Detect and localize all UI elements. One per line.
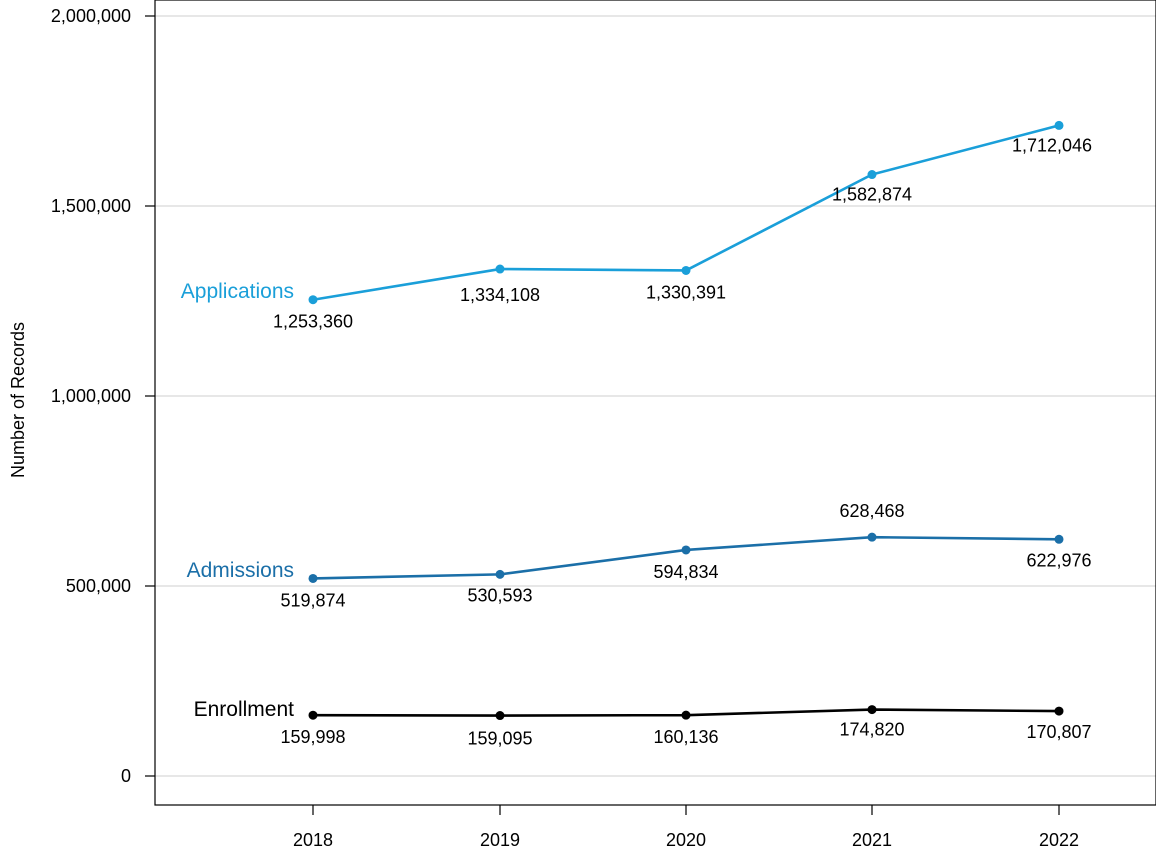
- y-tick-label: 1,000,000: [51, 386, 131, 406]
- data-label-admissions: 519,874: [280, 590, 345, 610]
- data-point-enrollment: [308, 710, 318, 720]
- data-label-applications: 1,334,108: [460, 285, 540, 305]
- series-lines: [308, 120, 1064, 721]
- data-label-admissions: 594,834: [653, 562, 718, 582]
- data-point-applications: [495, 264, 505, 274]
- y-tick-label: 0: [121, 766, 131, 786]
- data-label-enrollment: 174,820: [839, 720, 904, 740]
- gridlines: [155, 15, 1156, 777]
- data-point-admissions: [308, 573, 318, 583]
- data-label-enrollment: 160,136: [653, 727, 718, 747]
- data-label-enrollment: 170,807: [1026, 722, 1091, 742]
- x-tick-label: 2019: [480, 830, 520, 850]
- y-axis-title: Number of Records: [8, 322, 28, 478]
- data-point-enrollment: [495, 711, 505, 721]
- data-point-applications: [308, 295, 318, 305]
- series-name-label: Applications: [181, 280, 294, 303]
- data-point-enrollment: [681, 710, 691, 720]
- series-name-label: Admissions: [187, 559, 294, 582]
- data-label-admissions: 628,468: [839, 501, 904, 521]
- x-tick-label: 2018: [293, 830, 333, 850]
- data-label-enrollment: 159,095: [467, 729, 532, 749]
- data-label-applications: 1,582,874: [832, 185, 912, 205]
- series-name-label: Enrollment: [194, 698, 295, 721]
- data-point-applications: [1054, 120, 1064, 130]
- data-label-enrollment: 159,998: [280, 727, 345, 747]
- data-label-applications: 1,253,360: [273, 312, 353, 332]
- data-label-applications: 1,330,391: [646, 282, 726, 302]
- x-tick-label: 2021: [852, 830, 892, 850]
- data-label-applications: 1,712,046: [1012, 135, 1092, 155]
- data-point-enrollment: [1054, 706, 1064, 716]
- data-point-applications: [681, 265, 691, 275]
- data-point-enrollment: [867, 705, 877, 715]
- data-labels: 1,253,360 1,334,108 1,330,391 1,582,874 1,71…: [181, 135, 1092, 748]
- y-tick-label: 500,000: [66, 576, 131, 596]
- data-point-applications: [867, 170, 877, 180]
- plot-frame: [154, 0, 1156, 806]
- data-label-admissions: 530,593: [467, 585, 532, 605]
- data-point-admissions: [681, 545, 691, 555]
- data-label-admissions: 622,976: [1026, 550, 1091, 570]
- data-point-admissions: [495, 569, 505, 579]
- data-point-admissions: [1054, 534, 1064, 544]
- x-tick-label: 2022: [1039, 830, 1079, 850]
- data-point-admissions: [867, 532, 877, 542]
- y-tick-label: 2,000,000: [51, 6, 131, 26]
- axes: 0 500,000 1,000,000 1,500,000 2,000,000 2018 2…: [51, 6, 1079, 850]
- y-tick-label: 1,500,000: [51, 196, 131, 216]
- x-tick-label: 2020: [666, 830, 706, 850]
